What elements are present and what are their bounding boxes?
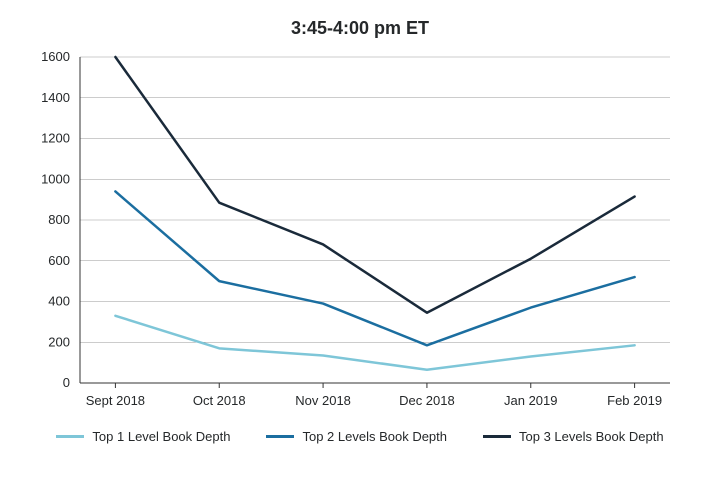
svg-text:1600: 1600 — [41, 49, 70, 64]
legend-swatch — [56, 435, 84, 438]
svg-text:Sept 2018: Sept 2018 — [86, 393, 145, 408]
legend-label: Top 2 Levels Book Depth — [302, 429, 447, 444]
svg-text:Dec 2018: Dec 2018 — [399, 393, 455, 408]
legend-swatch — [266, 435, 294, 438]
legend-item: Top 2 Levels Book Depth — [266, 429, 447, 444]
svg-text:1000: 1000 — [41, 171, 70, 186]
svg-text:1200: 1200 — [41, 131, 70, 146]
svg-text:800: 800 — [48, 212, 70, 227]
svg-text:Feb 2019: Feb 2019 — [607, 393, 662, 408]
legend-item: Top 3 Levels Book Depth — [483, 429, 664, 444]
svg-text:1400: 1400 — [41, 90, 70, 105]
legend-label: Top 1 Level Book Depth — [92, 429, 230, 444]
plot-svg: 0 200 400 600 800 1000 1200 1400 1600 Sept 2018 Oc… — [20, 47, 700, 417]
legend-swatch — [483, 435, 511, 438]
svg-text:600: 600 — [48, 253, 70, 268]
svg-text:400: 400 — [48, 294, 70, 309]
legend-item: Top 1 Level Book Depth — [56, 429, 230, 444]
svg-text:0: 0 — [63, 375, 70, 390]
svg-text:Jan 2019: Jan 2019 — [504, 393, 558, 408]
legend: Top 1 Level Book Depth Top 2 Levels Book … — [20, 429, 700, 444]
svg-text:200: 200 — [48, 334, 70, 349]
svg-text:Oct 2018: Oct 2018 — [193, 393, 246, 408]
chart-title: 3:45-4:00 pm ET — [20, 18, 700, 39]
plot-area: 0 200 400 600 800 1000 1200 1400 1600 Sept 2018 Oc… — [20, 47, 700, 417]
svg-text:Nov 2018: Nov 2018 — [295, 393, 351, 408]
line-chart: 3:45-4:00 pm ET 0 200 400 600 800 1000 1200 140… — [20, 18, 700, 458]
legend-label: Top 3 Levels Book Depth — [519, 429, 664, 444]
